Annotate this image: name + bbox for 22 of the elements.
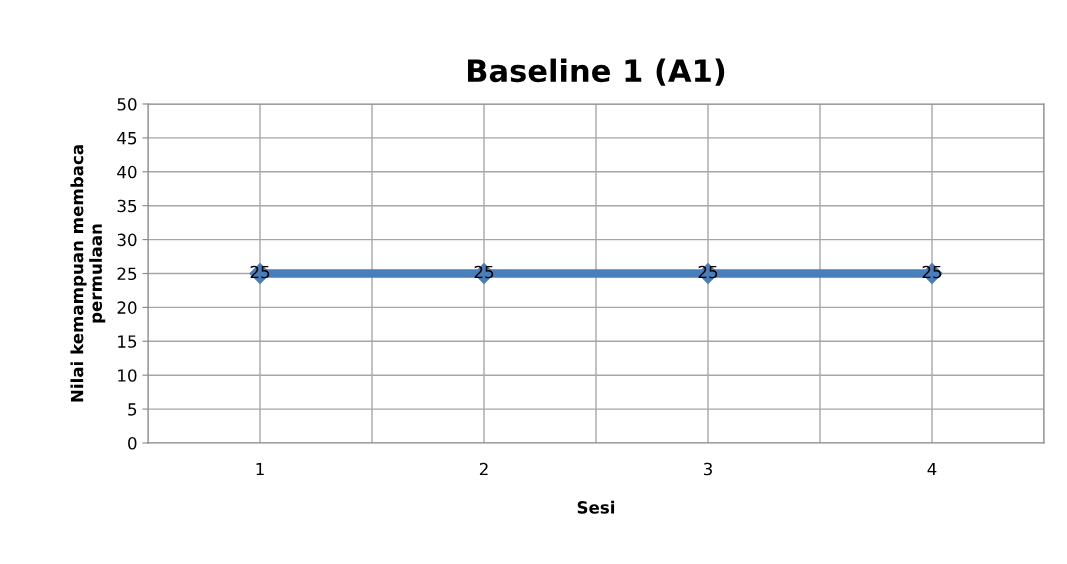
data-label: 25 (698, 265, 718, 279)
y-tick-label: 15 (118, 335, 137, 348)
y-tick-label: 30 (117, 233, 137, 247)
y-tick-label: 45 (117, 132, 137, 145)
y-tick-label: 10 (118, 369, 137, 382)
y-tick-label: 0 (128, 436, 137, 450)
y-tick-label: 20 (117, 301, 137, 314)
y-tick-label: 40 (117, 165, 137, 179)
x-tick-label: 4 (927, 462, 937, 476)
x-tick-label: 1 (256, 462, 264, 476)
x-tick-label: 3 (703, 462, 712, 476)
y-tick-label: 25 (117, 267, 137, 281)
chart-title: Baseline 1 (A1) (468, 58, 725, 86)
x-tick-label: 2 (479, 462, 488, 476)
y-tick-label: 5 (128, 403, 137, 416)
y-axis-title: Nilai kemampuan membaca permulaan (70, 145, 106, 402)
y-tick-label: 50 (117, 97, 137, 111)
x-axis-title: Sesi (577, 500, 615, 514)
y-tick-label: 35 (117, 199, 137, 213)
data-label: 25 (474, 265, 494, 279)
data-label: 25 (250, 265, 270, 279)
data-label: 25 (922, 265, 942, 279)
